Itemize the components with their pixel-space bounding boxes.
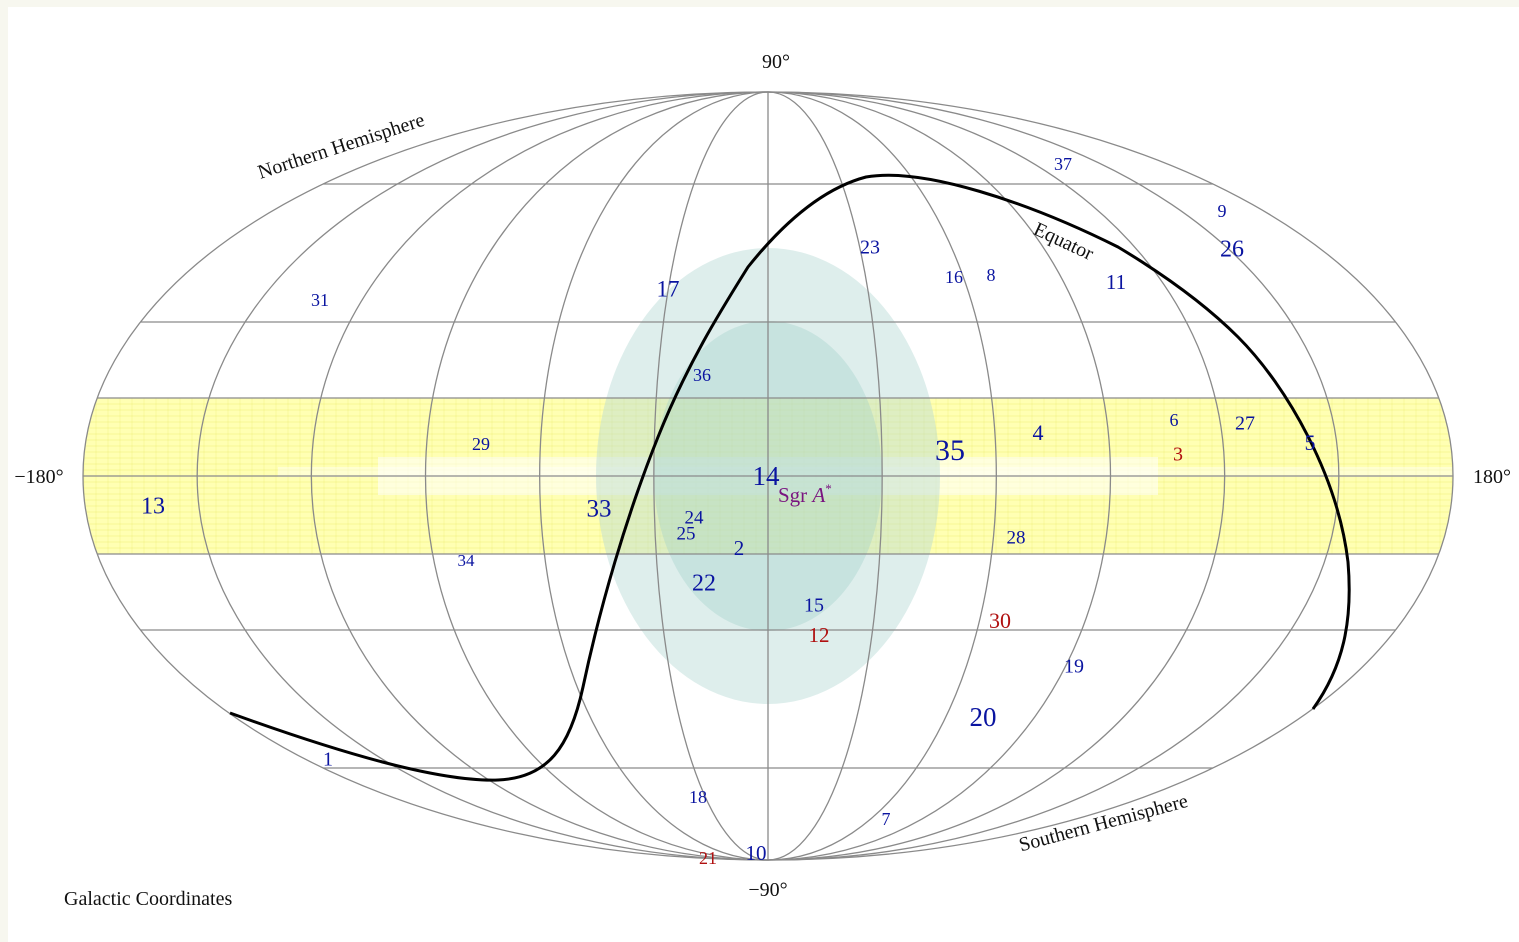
marker-1: 1 (323, 749, 333, 771)
marker-36: 36 (693, 365, 711, 385)
galactic-coordinates-map: 90° −90° −180° 180° Northern Hemisphere … (14, 51, 1511, 910)
marker-19: 19 (1064, 656, 1084, 678)
marker-5: 5 (1305, 430, 1316, 455)
marker-29: 29 (472, 434, 490, 454)
marker-22: 22 (692, 571, 716, 597)
marker-34: 34 (458, 551, 476, 570)
marker-23: 23 (860, 237, 880, 259)
graticule (82, 91, 1454, 861)
marker-9: 9 (1218, 201, 1227, 221)
map-frame: 90° −90° −180° 180° Northern Hemisphere … (8, 7, 1519, 942)
marker-16: 16 (945, 267, 963, 287)
galactic-center-sup: * (825, 481, 832, 496)
marker-31: 31 (311, 290, 329, 310)
east-edge-label: 180° (1473, 466, 1511, 488)
equator-curve (229, 173, 1351, 782)
marker-20: 20 (970, 702, 997, 732)
west-edge-label: −180° (14, 466, 63, 488)
galactic-center-italic: A (810, 483, 825, 507)
marker-24: 24 (685, 507, 705, 528)
marker-14: 14 (753, 461, 781, 491)
marker-3: 3 (1173, 444, 1183, 466)
marker-21: 21 (699, 848, 717, 868)
northern-hemisphere-label: Northern Hemisphere (255, 109, 427, 184)
marker-8: 8 (987, 265, 996, 285)
marker-4: 4 (1033, 420, 1044, 445)
marker-33: 33 (587, 496, 612, 523)
marker-2: 2 (734, 536, 745, 560)
galactic-center-label: Sgr A* (778, 481, 832, 507)
marker-12: 12 (809, 623, 830, 647)
south-pole-label: −90° (748, 879, 787, 901)
marker-11: 11 (1106, 270, 1126, 294)
marker-26: 26 (1220, 237, 1244, 263)
map-title: Galactic Coordinates (64, 888, 232, 910)
marker-17: 17 (657, 276, 680, 301)
marker-25: 25 (677, 523, 696, 544)
band-glow-core (278, 467, 1453, 477)
marker-7: 7 (882, 809, 891, 829)
north-pole-label: 90° (762, 51, 790, 73)
marker-35: 35 (935, 434, 965, 467)
galactic-center-name: Sgr (778, 483, 812, 507)
marker-27: 27 (1235, 413, 1255, 435)
marker-15: 15 (804, 595, 824, 617)
marker-28: 28 (1007, 527, 1026, 548)
marker-30: 30 (989, 608, 1011, 633)
marker-37: 37 (1054, 154, 1072, 174)
marker-6: 6 (1170, 410, 1179, 430)
marker-13: 13 (141, 494, 165, 520)
marker-18: 18 (689, 787, 707, 807)
southern-hemisphere-label: Southern Hemisphere (1017, 790, 1191, 856)
equator-label: Equator (1030, 218, 1097, 265)
marker-10: 10 (746, 841, 767, 865)
